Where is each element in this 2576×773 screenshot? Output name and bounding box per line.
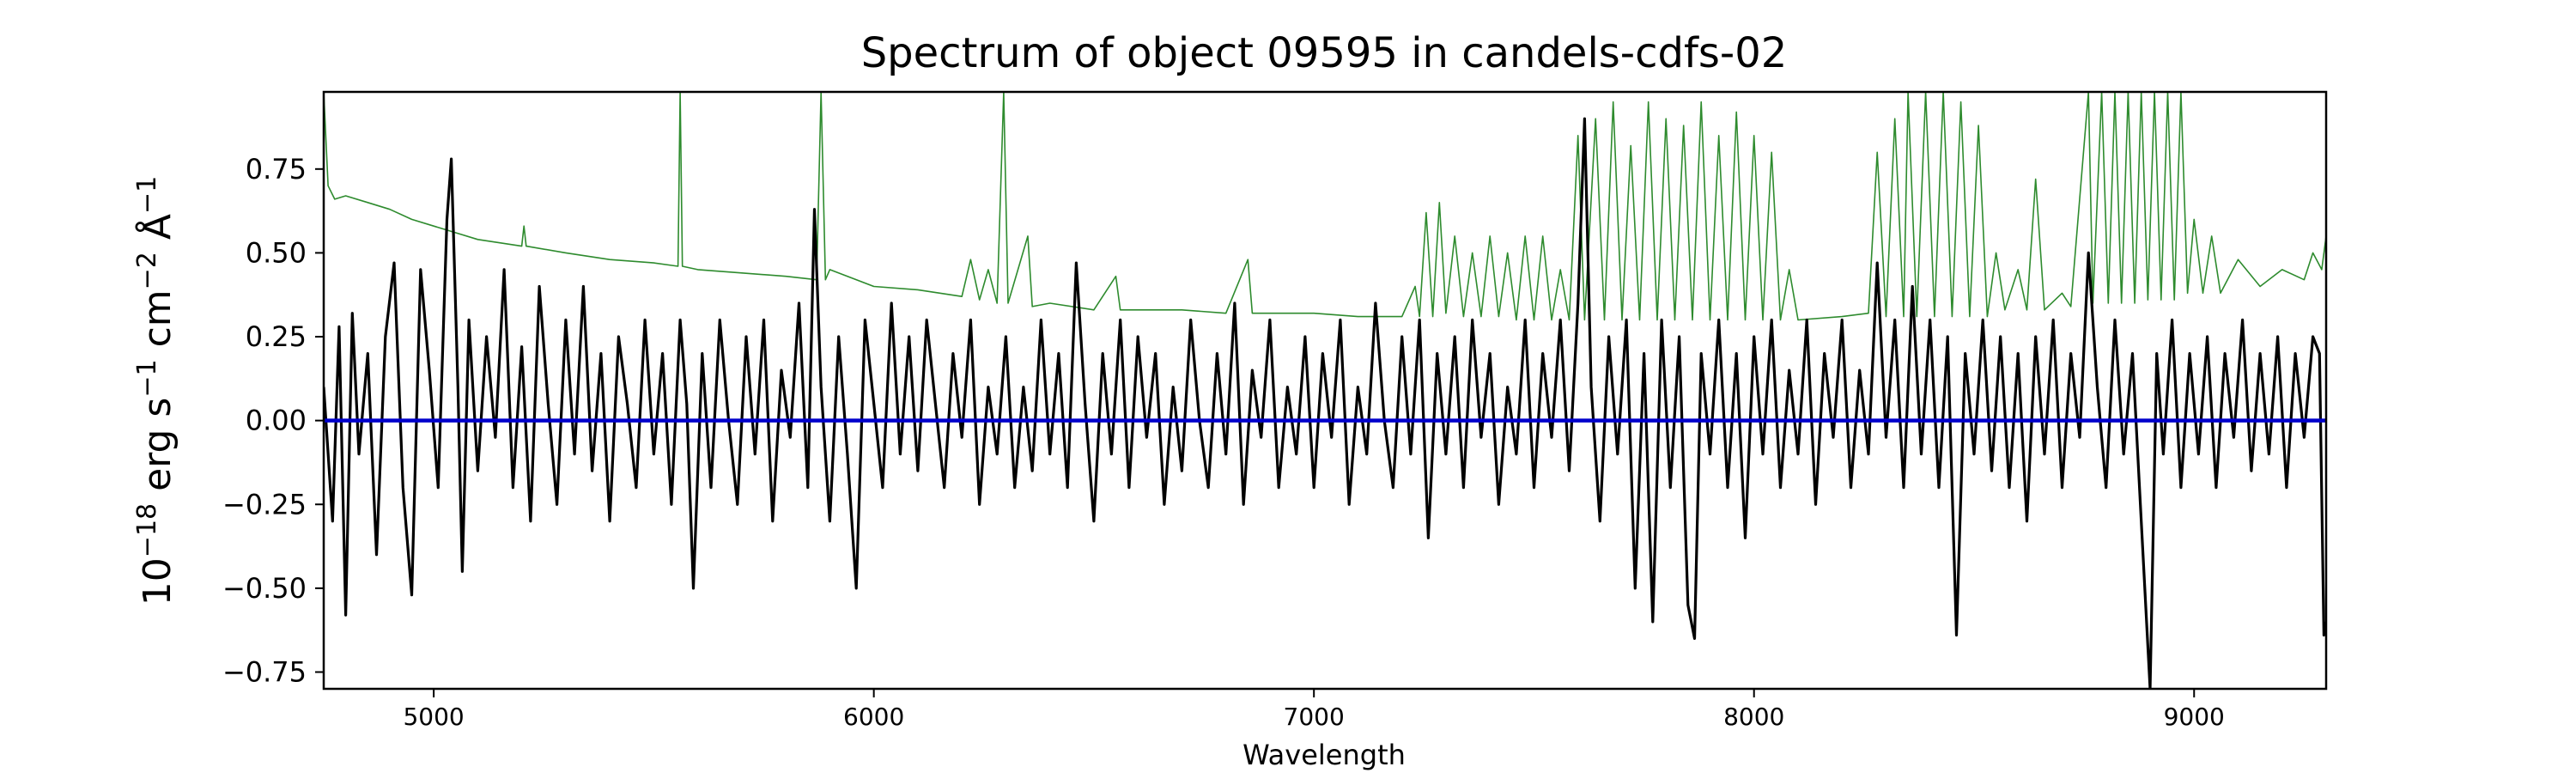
y-axis-label-unit-angstrom: Å bbox=[134, 214, 179, 252]
y-tick-label: 0.50 bbox=[246, 236, 307, 269]
chart-title: Spectrum of object 09595 in candels-cdfs… bbox=[861, 29, 1788, 77]
y-tick-label: −0.50 bbox=[222, 572, 307, 605]
y-tick-label: 0.25 bbox=[246, 320, 307, 353]
x-axis: 5000 6000 7000 8000 9000 bbox=[403, 689, 2225, 731]
y-axis: −0.75 −0.50 −0.25 0.00 0.25 0.50 0.75 bbox=[222, 153, 324, 688]
y-axis-label-unit-cm: cm bbox=[136, 289, 179, 359]
series-layer bbox=[324, 92, 2326, 689]
y-axis-label-exp2: −1 bbox=[132, 359, 162, 397]
y-axis-label-exp: −18 bbox=[132, 503, 162, 557]
y-axis-label-exp3: −2 bbox=[132, 252, 162, 289]
y-axis-label-unit-erg: erg s bbox=[136, 398, 179, 503]
x-tick-label: 5000 bbox=[403, 703, 464, 731]
x-tick-label: 7000 bbox=[1284, 703, 1345, 731]
y-axis-label-exp4: −1 bbox=[132, 176, 162, 214]
plot-frame bbox=[322, 90, 2328, 691]
y-axis-label-base: 10 bbox=[136, 557, 179, 606]
x-axis-label: Wavelength bbox=[1242, 739, 1406, 771]
y-tick-label: −0.75 bbox=[222, 655, 307, 688]
series-line-flux bbox=[324, 117, 2326, 689]
y-tick-label: 0.75 bbox=[246, 153, 307, 186]
x-tick-label: 6000 bbox=[843, 703, 904, 731]
y-tick-label: 0.00 bbox=[246, 405, 307, 437]
y-axis-label: 10−18 erg s−1 cm−2 Å−1 bbox=[132, 176, 180, 606]
x-tick-label: 8000 bbox=[1723, 703, 1784, 731]
x-tick-label: 9000 bbox=[2164, 703, 2225, 731]
y-tick-label: −0.25 bbox=[222, 488, 307, 520]
series-line-error bbox=[324, 92, 2326, 321]
